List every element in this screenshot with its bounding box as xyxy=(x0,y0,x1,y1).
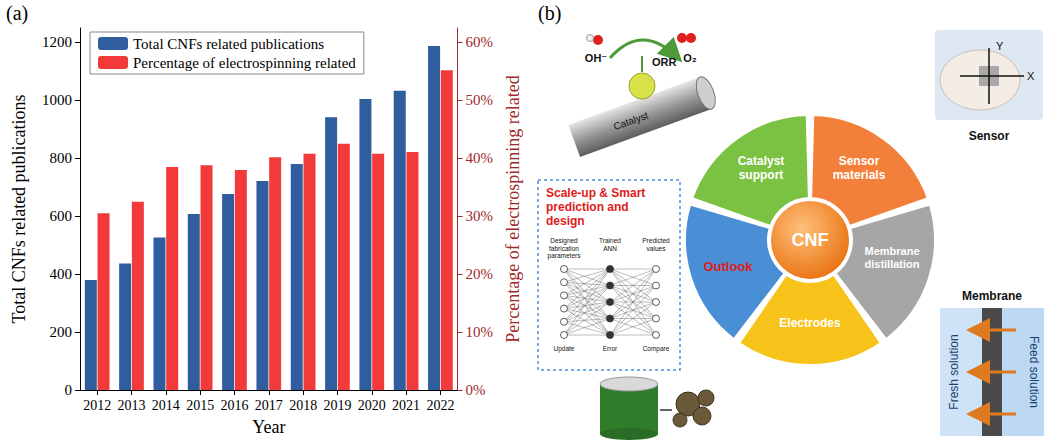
svg-text:Year: Year xyxy=(252,417,285,437)
svg-text:10%: 10% xyxy=(466,324,494,340)
svg-text:Predicted: Predicted xyxy=(642,237,670,244)
svg-text:support: support xyxy=(739,168,784,182)
svg-text:Sensor: Sensor xyxy=(969,129,1010,143)
svg-text:materials: materials xyxy=(833,168,886,182)
svg-text:Y: Y xyxy=(996,40,1004,52)
svg-text:60%: 60% xyxy=(466,34,494,50)
svg-text:Update: Update xyxy=(554,345,575,353)
svg-text:50%: 50% xyxy=(466,92,494,108)
svg-text:Feed solution: Feed solution xyxy=(1027,336,1041,408)
html-text:(b): (b) xyxy=(538,2,562,24)
svg-text:1200: 1200 xyxy=(42,34,72,50)
svg-text:Scale-up & Smart: Scale-up & Smart xyxy=(546,186,645,200)
svg-text:ORR: ORR xyxy=(652,56,677,68)
svg-text:0%: 0% xyxy=(466,382,486,398)
svg-text:2017: 2017 xyxy=(255,398,283,413)
svg-text:Trained: Trained xyxy=(599,237,621,244)
svg-text:400: 400 xyxy=(50,266,73,282)
svg-text:Sensor: Sensor xyxy=(839,154,880,168)
svg-text:2020: 2020 xyxy=(358,398,386,413)
svg-text:20%: 20% xyxy=(466,266,494,282)
svg-text:parameters: parameters xyxy=(548,252,582,260)
svg-text:1000: 1000 xyxy=(42,92,72,108)
svg-text:OH⁻: OH⁻ xyxy=(585,52,608,64)
svg-text:values: values xyxy=(647,245,667,252)
svg-text:Outlook: Outlook xyxy=(703,259,753,274)
svg-text:600: 600 xyxy=(50,208,73,224)
svg-text:fabrication: fabrication xyxy=(549,245,579,252)
svg-text:800: 800 xyxy=(50,150,73,166)
svg-text:30%: 30% xyxy=(466,208,494,224)
svg-text:Catalyst: Catalyst xyxy=(738,154,785,168)
svg-text:distillation: distillation xyxy=(865,258,920,270)
svg-text:Electrodes: Electrodes xyxy=(779,316,841,330)
svg-text:Total CNFs related publication: Total CNFs related publications xyxy=(133,36,324,52)
svg-text:CNF: CNF xyxy=(792,230,829,250)
svg-text:Fresh solution: Fresh solution xyxy=(947,334,961,409)
svg-text:Catalyst: Catalyst xyxy=(612,109,650,132)
svg-text:Percentage of electrospinning: Percentage of electrospinning related xyxy=(503,75,523,342)
svg-text:0: 0 xyxy=(65,382,73,398)
svg-text:Compare: Compare xyxy=(643,345,670,353)
svg-text:Designed: Designed xyxy=(550,237,578,244)
svg-text:Total CNFs related publication: Total CNFs related publications xyxy=(9,94,29,323)
svg-text:ANN: ANN xyxy=(603,245,617,252)
svg-text:2021: 2021 xyxy=(392,398,420,413)
svg-text:O₂: O₂ xyxy=(683,52,697,64)
svg-text:2016: 2016 xyxy=(220,398,248,413)
svg-text:2019: 2019 xyxy=(323,398,351,413)
svg-text:40%: 40% xyxy=(466,150,494,166)
html-text:(a): (a) xyxy=(6,2,29,24)
svg-text:Error: Error xyxy=(603,345,618,352)
svg-text:200: 200 xyxy=(50,324,73,340)
svg-text:X: X xyxy=(1027,70,1035,82)
svg-text:2014: 2014 xyxy=(152,398,180,413)
svg-text:2013: 2013 xyxy=(117,398,145,413)
svg-text:design: design xyxy=(546,214,585,228)
svg-text:2022: 2022 xyxy=(426,398,454,413)
svg-text:2018: 2018 xyxy=(289,398,317,413)
svg-text:Membrane: Membrane xyxy=(864,245,919,257)
svg-text:2012: 2012 xyxy=(83,398,111,413)
svg-text:Membrane: Membrane xyxy=(962,289,1022,303)
svg-text:Percentage of electrospinning: Percentage of electrospinning related xyxy=(133,55,356,71)
svg-text:prediction and: prediction and xyxy=(546,200,629,214)
svg-text:2015: 2015 xyxy=(186,398,214,413)
